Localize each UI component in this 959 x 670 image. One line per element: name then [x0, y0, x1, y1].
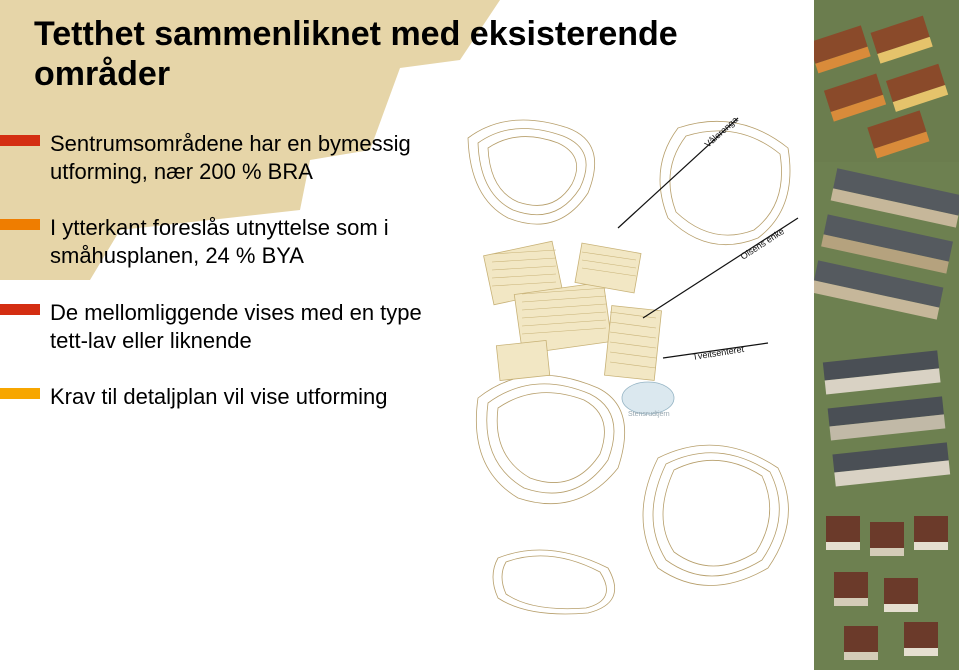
aerial-photo — [814, 336, 959, 502]
bullet-bar — [0, 304, 40, 315]
bullet-item: De mellomliggende vises med en type tett… — [50, 299, 450, 355]
bullet-text: Krav til detaljplan vil vise utforming — [50, 383, 450, 411]
map-label-tveitsenteret: Tveitsenteret — [692, 344, 745, 362]
bullet-bar — [0, 219, 40, 230]
bullet-text: De mellomliggende vises med en type tett… — [50, 299, 450, 355]
bullet-item: Krav til detaljplan vil vise utforming — [50, 383, 450, 411]
map-label-pond: Stensrudtjern — [628, 411, 670, 418]
bullet-item: Sentrumsområdene har en bymessig utformi… — [50, 130, 450, 186]
map-label-olsens: Olsens enke — [739, 226, 786, 262]
aerial-photo — [814, 502, 959, 670]
bullet-text: Sentrumsområdene har en bymessig utformi… — [50, 130, 450, 186]
bullet-list: Sentrumsområdene har en bymessig utformi… — [50, 130, 450, 439]
bullet-text: I ytterkant foreslås utnyttelse som i sm… — [50, 214, 450, 270]
slide: Tetthet sammenliknet med eksisterende om… — [0, 0, 959, 670]
slide-title: Tetthet sammenliknet med eksisterende om… — [34, 14, 714, 94]
aerial-photo — [814, 0, 959, 162]
bullet-item: I ytterkant foreslås utnyttelse som i sm… — [50, 214, 450, 270]
bullet-bar — [0, 388, 40, 399]
map-illustration: Stensrudtjern Vålerenga Olsens enke Tvei… — [458, 98, 808, 618]
bullet-bar — [0, 135, 40, 146]
photo-column — [814, 0, 959, 670]
aerial-photo — [814, 162, 959, 336]
